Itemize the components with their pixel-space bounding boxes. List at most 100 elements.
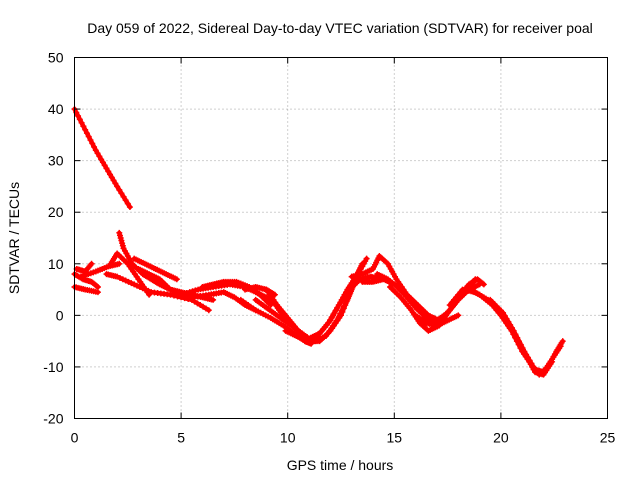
data-point-marker [128,280,135,287]
x-tick-label: 10 [280,430,296,446]
data-point-marker [92,147,99,154]
data-point-marker [75,112,82,119]
data-point-marker [472,276,479,283]
data-point-marker [118,190,125,197]
data-point-marker [183,290,190,297]
series-arc-4 [73,260,95,275]
data-point-marker [114,273,121,280]
data-point-marker [210,296,217,303]
data-point-marker [359,260,366,267]
data-point-marker [131,281,138,288]
data-point-marker [94,289,101,296]
data-point-marker [167,291,174,298]
data-point-marker [363,255,370,262]
data-point-marker [98,156,105,163]
data-point-marker [512,331,519,338]
data-point-marker [500,309,507,316]
y-axis-label: SDTVAR / TECUs [6,182,22,294]
data-point-marker [330,311,337,318]
data-point-marker [124,200,131,207]
series-arc-3 [71,283,101,296]
x-axis-label: GPS time / hours [287,457,394,473]
data-point-marker [139,285,146,292]
data-point-marker [557,343,564,350]
data-point-marker [524,354,531,361]
data-point-marker [267,302,274,309]
data-point-marker [89,140,96,147]
data-point-marker [114,183,121,190]
data-point-marker [192,287,199,294]
data-point-marker [503,315,510,322]
data-point-marker [340,305,347,312]
data-point-marker [559,338,566,345]
data-point-marker [103,165,110,172]
data-point-marker [505,318,512,325]
data-point-marker [145,287,152,294]
y-tick-label: 50 [48,50,64,66]
data-point-marker [116,186,123,193]
data-point-marker [523,351,530,358]
data-point-marker [455,312,462,319]
data-point-marker [342,302,349,309]
data-point-marker [178,291,185,298]
data-point-marker [173,276,180,283]
data-point-marker [516,338,523,345]
y-tick-label: 30 [48,153,64,169]
data-point-marker [125,278,132,285]
data-point-marker [119,276,126,283]
y-tick-label: -20 [43,411,63,427]
data-point-marker [530,363,537,370]
data-point-marker [96,153,103,160]
x-tick-label: 20 [493,430,509,446]
data-point-marker [94,150,101,157]
data-point-marker [501,312,508,319]
series-arc-5 [77,260,123,280]
data-point-marker [508,324,515,331]
y-tick-label: -10 [43,359,63,375]
data-point-marker [507,321,514,328]
data-point-marker [180,290,187,297]
data-point-marker [136,283,143,290]
series-arc-9 [131,255,180,283]
data-point-marker [526,357,533,364]
grid-lines [74,57,608,419]
data-point-marker [101,162,108,169]
data-point-marker [105,168,112,175]
data-point-marker [343,298,350,305]
data-point-marker [326,317,333,324]
data-point-marker [328,314,335,321]
x-tick-label: 15 [387,430,403,446]
x-tick-label: 25 [600,430,616,446]
data-point-marker [99,159,106,166]
series-arc-27 [487,296,564,376]
data-point-marker [334,305,341,312]
data-series [71,106,566,378]
data-point-marker [76,116,83,123]
y-tick-label: 10 [48,256,64,272]
data-point-marker [134,282,141,289]
data-point-marker [142,286,149,293]
data-point-marker [107,171,114,178]
data-point-marker [339,308,346,315]
data-point-marker [82,126,89,133]
data-point-marker [122,277,129,284]
data-point-marker [112,180,119,187]
data-point-marker [325,320,332,327]
data-point-marker [519,345,526,352]
data-point-marker [514,334,521,341]
plot-frame [74,57,608,419]
data-point-marker [338,312,344,319]
data-point-marker [108,174,115,181]
data-point-marker [116,274,123,281]
data-point-marker [126,204,133,211]
data-point-marker [468,281,475,288]
data-point-marker [91,143,98,150]
series-arc-13 [199,278,274,309]
data-point-marker [85,133,92,140]
data-point-marker [517,341,524,348]
data-point-marker [476,281,483,288]
x-tick-label: 5 [177,430,185,446]
data-point-marker [332,308,339,315]
data-point-marker [78,119,85,126]
